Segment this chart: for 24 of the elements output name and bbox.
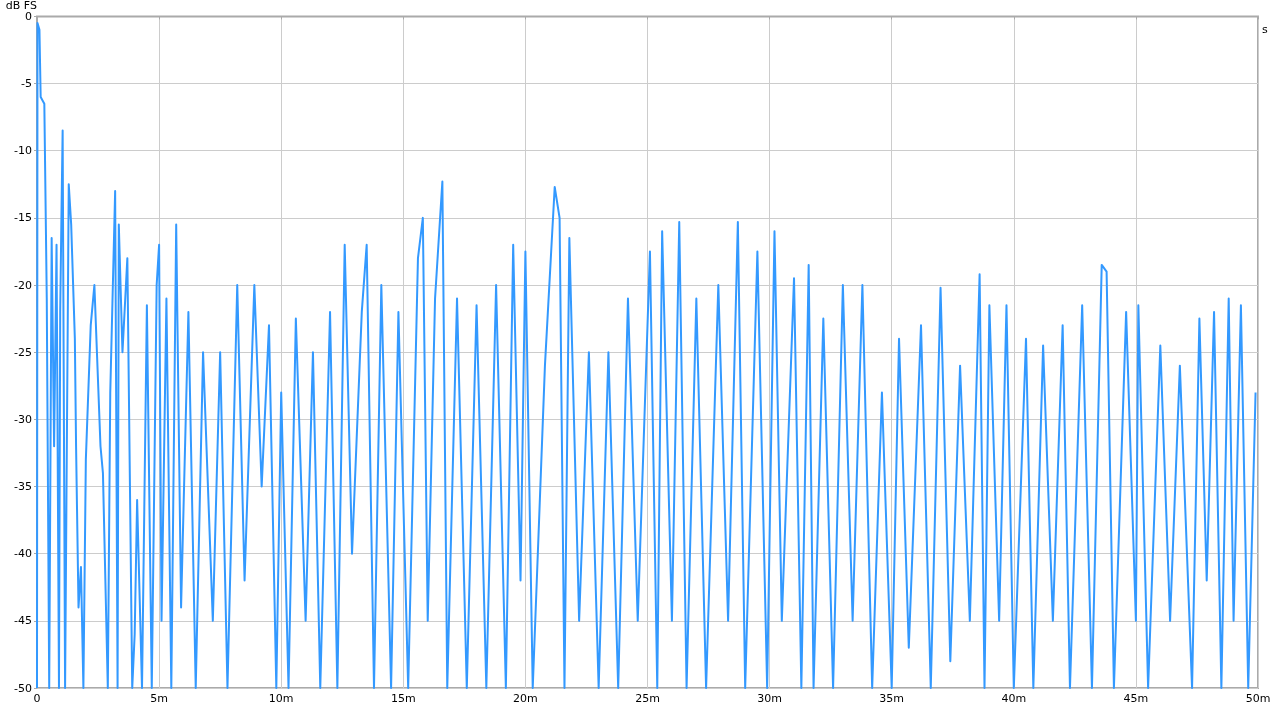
x-tick-label: 15m xyxy=(390,692,416,705)
y-tick-label: -45 xyxy=(14,614,32,628)
y-tick-label: -50 xyxy=(14,681,32,695)
x-tick-label: 20m xyxy=(513,692,538,705)
y-tick-label: -25 xyxy=(14,345,32,359)
x-tick-label: 35m xyxy=(879,692,905,705)
x-tick-label: 10m xyxy=(268,692,294,705)
x-tick-label: 45m xyxy=(1123,692,1149,705)
x-tick-label: 40m xyxy=(1001,692,1027,705)
y-tick-label: -30 xyxy=(14,412,32,426)
y-tick-label: -15 xyxy=(14,211,32,225)
x-tick-label: 50m xyxy=(1245,692,1271,705)
x-tick-label: 25m xyxy=(635,692,660,705)
y-tick-label: -20 xyxy=(14,278,32,292)
y-tick-label: 0 xyxy=(25,9,32,23)
x-tick-label: 5m xyxy=(150,692,168,705)
y-tick-label: -40 xyxy=(14,547,32,561)
y-tick-label: -10 xyxy=(14,144,32,158)
y-axis-title: dB FS xyxy=(5,0,37,12)
x-axis-title: s xyxy=(1262,23,1268,37)
y-tick-label: -5 xyxy=(21,77,32,91)
y-tick-label: -35 xyxy=(14,480,32,494)
x-tick-label: 0 xyxy=(33,692,41,705)
x-tick-label: 30m xyxy=(757,692,782,705)
